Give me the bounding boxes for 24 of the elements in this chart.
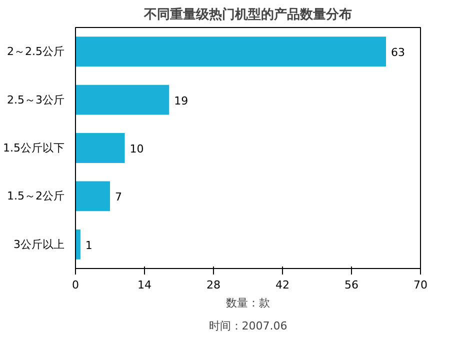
bar — [76, 229, 80, 260]
x-tick-label: 28 — [206, 278, 220, 292]
data-label: 10 — [130, 142, 144, 156]
y-tick-label: 2.5～3公斤 — [7, 93, 65, 106]
bar — [76, 36, 386, 67]
x-tick-label: 0 — [72, 278, 79, 292]
x-tick-label: 42 — [276, 278, 290, 292]
data-label: 7 — [115, 190, 122, 204]
data-label: 63 — [391, 46, 405, 60]
bar — [76, 181, 110, 212]
x-tick-label: 70 — [414, 278, 428, 292]
y-tick-label: 1.5公斤以下 — [3, 142, 65, 154]
x-tick-label: 14 — [138, 278, 152, 292]
text: 时间：2007.06 — [208, 320, 288, 332]
x-axis-title: 数量：款 — [226, 296, 270, 310]
data-label: 19 — [174, 94, 188, 108]
chart-title: 不同重量级热门机型的产品数量分布 — [143, 6, 352, 22]
data-label: 1 — [85, 238, 92, 252]
y-tick-label: 3公斤以上 — [14, 238, 64, 251]
x-tick-label: 56 — [344, 278, 358, 292]
bar — [76, 133, 125, 163]
bar — [76, 84, 170, 115]
y-tick-label: 2～2.5公斤 — [7, 45, 65, 58]
y-tick-label: 1.5～2公斤 — [7, 190, 65, 203]
